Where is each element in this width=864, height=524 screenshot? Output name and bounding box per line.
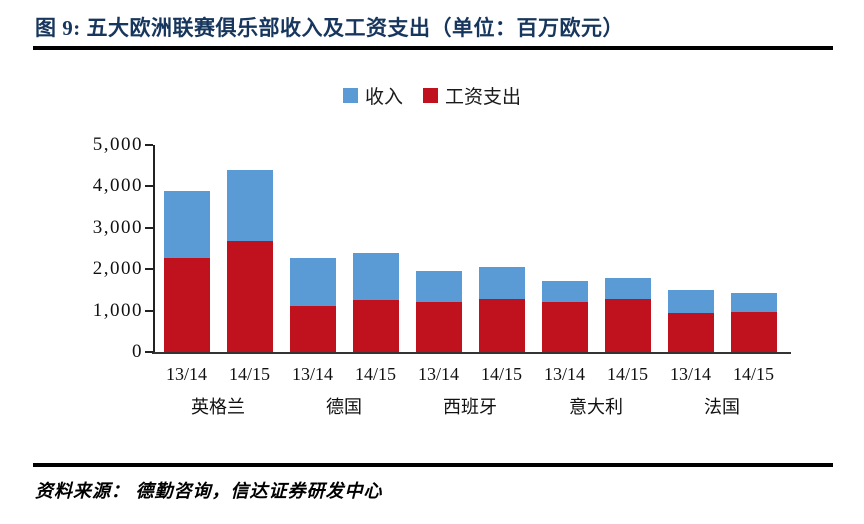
bar-wages-segment <box>667 313 714 352</box>
source-note: 资料来源： 德勤咨询，信达证券研发中心 <box>35 481 383 501</box>
x-tick-season-label: 13/14 <box>291 364 333 384</box>
bar-revenue-segment <box>163 190 210 258</box>
footer-rule <box>33 463 833 467</box>
bar-wages-segment <box>478 299 525 352</box>
x-axis-line <box>152 352 791 354</box>
bar-revenue-segment <box>289 257 336 307</box>
y-tick-mark <box>145 309 153 312</box>
x-tick-season-label: 14/15 <box>228 364 270 384</box>
bar-revenue-segment <box>478 267 525 299</box>
y-tick-mark <box>145 226 153 229</box>
bar-wages-segment <box>352 300 399 352</box>
y-tick-mark <box>145 268 153 271</box>
title-underline <box>33 46 833 50</box>
bar-wages-segment <box>415 302 462 352</box>
bar-revenue-segment <box>415 271 462 303</box>
bar-wages-segment <box>289 306 336 352</box>
x-tick-country-label: 法国 <box>704 397 740 417</box>
wages-swatch-icon <box>423 88 438 103</box>
x-tick-season-label: 13/14 <box>543 364 585 384</box>
y-tick-label: 2,000 <box>92 258 143 280</box>
bar-wages-segment <box>604 298 651 352</box>
x-tick-season-label: 13/14 <box>417 364 459 384</box>
x-tick-season-label: 13/14 <box>669 364 711 384</box>
y-tick-label: 4,000 <box>92 175 143 197</box>
bar-revenue-segment <box>604 277 651 299</box>
bar-wages-segment <box>226 241 273 352</box>
bar-revenue-segment <box>667 290 714 314</box>
legend-label-revenue: 收入 <box>364 87 403 108</box>
y-tick-mark <box>145 185 153 188</box>
x-tick-season-label: 14/15 <box>354 364 396 384</box>
y-tick-mark <box>145 144 153 146</box>
x-tick-country-label: 德国 <box>326 397 362 417</box>
y-tick-label: 0 <box>132 341 143 362</box>
y-tick-label: 1,000 <box>92 299 143 321</box>
x-tick-season-label: 14/15 <box>732 364 774 384</box>
bar-wages-segment <box>730 312 777 352</box>
y-axis-line <box>153 145 155 354</box>
legend-item-revenue: 收入 <box>342 82 403 109</box>
y-tick-label: 5,000 <box>92 134 143 155</box>
bar-revenue-segment <box>541 281 588 302</box>
x-tick-season-label: 14/15 <box>480 364 522 384</box>
x-tick-season-label: 14/15 <box>606 364 648 384</box>
figure-title: 图 9: 五大欧洲联赛俱乐部收入及工资支出（单位：百万欧元） <box>35 16 624 40</box>
x-tick-country-label: 西班牙 <box>443 397 497 417</box>
bar-wages-segment <box>541 301 588 352</box>
revenue-swatch-icon <box>342 88 358 103</box>
chart-legend: 收入 工资支出 <box>0 82 864 109</box>
bar-revenue-segment <box>730 292 777 313</box>
x-tick-country-label: 英格兰 <box>191 397 245 417</box>
y-tick-label: 3,000 <box>92 216 143 238</box>
bar-revenue-segment <box>226 169 273 242</box>
x-tick-country-label: 意大利 <box>569 397 623 417</box>
legend-item-wages: 工资支出 <box>423 82 521 109</box>
y-tick-mark <box>145 351 153 353</box>
bar-revenue-segment <box>352 252 399 301</box>
bar-wages-segment <box>163 258 210 352</box>
x-tick-season-label: 13/14 <box>165 364 207 384</box>
legend-label-wages: 工资支出 <box>445 87 522 108</box>
